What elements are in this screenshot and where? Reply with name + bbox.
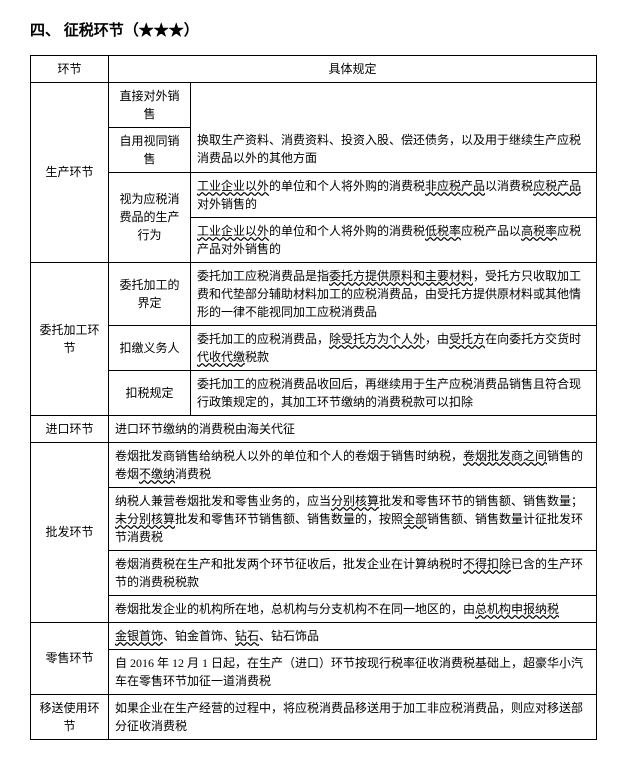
proc-def-label: 委托加工的界定: [109, 262, 191, 325]
t: 委托加工应税消费品是指: [197, 269, 329, 283]
proc-ded-label: 扣税规定: [109, 370, 191, 415]
proc-def-text: 委托加工应税消费品是指委托方提供原料和主要材料，受托方只收取加工费和代垫部分辅助…: [191, 262, 597, 325]
whl-r4: 卷烟批发企业的机构所在地，总机构与分支机构不在同一地区的，由总机构申报纳税: [109, 595, 597, 622]
t: 应税产品以: [461, 224, 521, 238]
row-whl-4: 卷烟批发企业的机构所在地，总机构与分支机构不在同一地区的，由总机构申报纳税: [31, 595, 597, 622]
t: 总机构申报纳税: [475, 602, 559, 616]
t: 纳税人兼营卷烟批发和零售业务的，应当: [115, 494, 331, 508]
row-move: 移送使用环节 如果企业在生产经营的过程中，将应税消费品移送用于加工非应税消费品，…: [31, 694, 597, 739]
t: 税款: [245, 350, 269, 364]
t: 、钻石饰品: [259, 629, 319, 643]
stage-retail: 零售环节: [31, 622, 109, 694]
t: 分别核算: [331, 494, 379, 508]
t: 代收代缴: [197, 350, 245, 364]
t: 、铂金首饰、: [163, 629, 235, 643]
prod-deemed2: 工业企业以外的单位和个人将外购的消费税低税率应税产品以高税率应税产品对外销售的: [191, 217, 597, 262]
t: 全部: [403, 512, 427, 526]
t: 卷烟消费税在生产和批发两个环节征收后，批发企业在计算纳税时: [115, 557, 463, 571]
t: 卷烟批发企业的机构所在地，总机构与分支机构不在同一地区的，由: [115, 602, 475, 616]
t: 的单位和个人将外购的消费税: [269, 179, 425, 193]
stage-import: 进口环节: [31, 415, 109, 442]
t: 的单位和个人将外购的消费税: [269, 224, 425, 238]
row-whl-1: 批发环节 卷烟批发商销售给纳税人以外的单位和个人的卷烟于销售时纳税，卷烟批发商之…: [31, 442, 597, 487]
prod-deemed1: 工业企业以外的单位和个人将外购的消费税非应税产品以消费税应税产品对外销售的: [191, 172, 597, 217]
t: 卷烟批发商销售给纳税人以外的单位和个人的卷烟于销售时纳税，: [115, 449, 463, 463]
t: 除受托方为个人外: [329, 332, 425, 346]
section-title: 四、 征税环节（★★★）: [30, 20, 597, 43]
t: 在向委托方交货时: [485, 332, 581, 346]
t: 受托方: [449, 332, 485, 346]
t: 应税产品: [533, 179, 581, 193]
t: 工业企业以外: [197, 179, 269, 193]
t: 批发和零售环节的销售额、销售数量；: [379, 494, 583, 508]
prod-direct-label: 直接对外销售: [109, 82, 191, 127]
row-import: 进口环节 进口环节缴纳的消费税由海关代征: [31, 415, 597, 442]
row-ret-2: 自 2016 年 12 月 1 日起，在生产（进口）环节按现行税率征收消费税基础…: [31, 649, 597, 694]
row-prod-direct: 生产环节 直接对外销售: [31, 82, 597, 127]
whl-r1: 卷烟批发商销售给纳税人以外的单位和个人的卷烟于销售时纳税，卷烟批发商之间销售的卷…: [109, 442, 597, 487]
proc-with-text: 委托加工的应税消费品，除受托方为个人外，由受托方在向委托方交货时代收代缴税款: [191, 325, 597, 370]
t: 以消费税: [485, 179, 533, 193]
row-proc-ded: 扣税规定 委托加工的应税消费品收回后，再继续用于生产应税消费品销售且符合现行政策…: [31, 370, 597, 415]
t: 金银首饰: [115, 629, 163, 643]
stage-wholesale: 批发环节: [31, 442, 109, 622]
t: 工业企业以外: [197, 224, 269, 238]
header-rule: 具体规定: [109, 55, 597, 82]
row-prod-selfuse: 自用视同销售 换取生产资料、消费资料、投资入股、偿还债务，以及用于继续生产应税消…: [31, 127, 597, 172]
t: ，由: [425, 332, 449, 346]
prod-selfuse-label: 自用视同销售: [109, 127, 191, 172]
row-proc-def: 委托加工环节 委托加工的界定 委托加工应税消费品是指委托方提供原料和主要材料，受…: [31, 262, 597, 325]
prod-selfuse-text: 换取生产资料、消费资料、投资入股、偿还债务，以及用于继续生产应税消费品以外的其他…: [191, 127, 597, 172]
prod-direct-cell: [191, 82, 597, 127]
row-prod-deemed1: 视为应税消费品的生产行为 工业企业以外的单位和个人将外购的消费税非应税产品以消费…: [31, 172, 597, 217]
prod-deemed-label: 视为应税消费品的生产行为: [109, 172, 191, 262]
t: 卷烟批发商之间: [463, 449, 547, 463]
whl-r2: 纳税人兼营卷烟批发和零售业务的，应当分别核算批发和零售环节的销售额、销售数量； 未…: [109, 487, 597, 550]
t: 高税率: [521, 224, 557, 238]
row-whl-2: 纳税人兼营卷烟批发和零售业务的，应当分别核算批发和零售环节的销售额、销售数量； 未…: [31, 487, 597, 550]
stage-move: 移送使用环节: [31, 694, 109, 739]
whl-r3: 卷烟消费税在生产和批发两个环节征收后，批发企业在计算纳税时不得扣除已含的生产环节…: [109, 550, 597, 595]
ret-r1: 金银首饰、铂金首饰、钻石、钻石饰品: [109, 622, 597, 649]
t: 委托方提供原料和主要材料: [329, 269, 473, 283]
table-header-row: 环节 具体规定: [31, 55, 597, 82]
row-proc-with: 扣缴义务人 委托加工的应税消费品，除受托方为个人外，由受托方在向委托方交货时代收…: [31, 325, 597, 370]
t: 不得扣除: [463, 557, 511, 571]
move-text: 如果企业在生产经营的过程中，将应税消费品移送用于加工非应税消费品，则应对移送部分…: [109, 694, 597, 739]
t: 钻石: [235, 629, 259, 643]
stage-processing: 委托加工环节: [31, 262, 109, 415]
import-text: 进口环节缴纳的消费税由海关代征: [109, 415, 597, 442]
t: 不缴纳: [139, 467, 175, 481]
t: 对外销售的: [197, 197, 257, 211]
t: 消费税: [175, 467, 211, 481]
t: 低税率: [425, 224, 461, 238]
proc-ded-text: 委托加工的应税消费品收回后，再继续用于生产应税消费品销售且符合现行政策规定的，其…: [191, 370, 597, 415]
ret-r2: 自 2016 年 12 月 1 日起，在生产（进口）环节按现行税率征收消费税基础…: [109, 649, 597, 694]
stage-production: 生产环节: [31, 82, 109, 262]
t: 未分别核算: [115, 512, 175, 526]
t: 委托加工的应税消费品，: [197, 332, 329, 346]
t: 非应税产品: [425, 179, 485, 193]
proc-with-label: 扣缴义务人: [109, 325, 191, 370]
tax-stages-table: 环节 具体规定 生产环节 直接对外销售 自用视同销售 换取生产资料、消费资料、投…: [30, 55, 597, 740]
row-ret-1: 零售环节 金银首饰、铂金首饰、钻石、钻石饰品: [31, 622, 597, 649]
header-stage: 环节: [31, 55, 109, 82]
t: 批发和零售环节销售额、销售数量的，按照: [175, 512, 403, 526]
row-whl-3: 卷烟消费税在生产和批发两个环节征收后，批发企业在计算纳税时不得扣除已含的生产环节…: [31, 550, 597, 595]
